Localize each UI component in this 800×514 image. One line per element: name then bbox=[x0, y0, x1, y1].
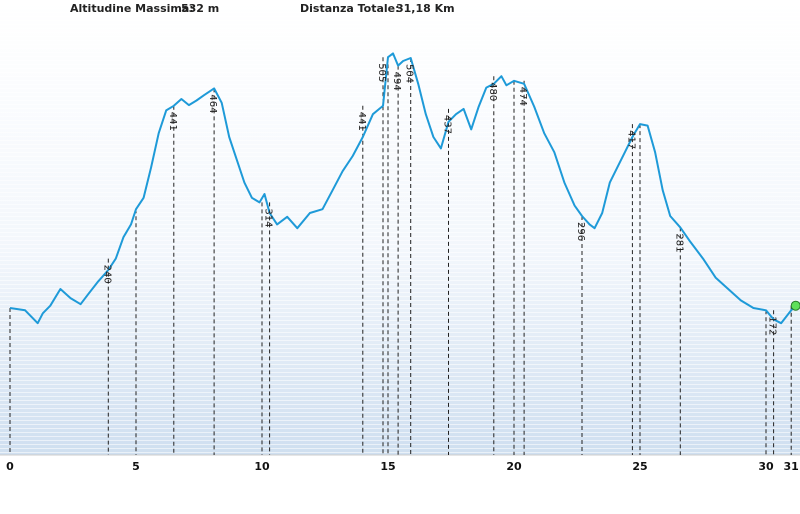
x-tick-label: 31 bbox=[784, 460, 799, 473]
altitude-label: 240 bbox=[101, 265, 112, 284]
drop-lines bbox=[9, 57, 792, 455]
altitude-label: 494 bbox=[391, 72, 402, 91]
altitude-label: 474 bbox=[517, 87, 528, 106]
altitude-label: 480 bbox=[487, 82, 498, 101]
profile-series bbox=[9, 52, 797, 325]
altitude-label: 441 bbox=[356, 112, 367, 131]
end-marker-group bbox=[790, 300, 800, 311]
x-tick-label: 30 bbox=[758, 460, 774, 473]
x-tick-label: 5 bbox=[132, 460, 140, 473]
altitude-labels: 240 441 464 314 441 505 494 504 437 480 474 296 417 2… bbox=[101, 63, 777, 335]
plot-stripes bbox=[0, 0, 800, 455]
max-altitude-label: Altitudine Massima: bbox=[70, 2, 194, 15]
end-marker bbox=[790, 300, 800, 311]
x-tick-label: 15 bbox=[380, 460, 395, 473]
altitude-label: 441 bbox=[167, 112, 178, 131]
altitude-label: 281 bbox=[673, 233, 684, 252]
altitude-label: 505 bbox=[376, 63, 387, 82]
total-distance-value: 31,18 Km bbox=[396, 2, 455, 15]
profile-line bbox=[9, 52, 797, 325]
x-tick-label: 25 bbox=[632, 460, 647, 473]
max-altitude-value: 532 m bbox=[181, 2, 219, 15]
x-tick-label: 10 bbox=[254, 460, 270, 473]
altitude-label: 464 bbox=[207, 94, 218, 113]
total-distance-label: Distanza Totale: bbox=[300, 2, 400, 15]
altitude-label: 296 bbox=[575, 222, 586, 241]
x-tick-label: 20 bbox=[506, 460, 522, 473]
altitude-label: 437 bbox=[442, 115, 453, 134]
altitude-label: 417 bbox=[625, 130, 636, 149]
altitude-label: 172 bbox=[767, 316, 778, 335]
altitude-label: 504 bbox=[404, 64, 415, 83]
x-tick-labels: 0 5 10 15 20 25 30 31 bbox=[6, 460, 799, 473]
altitude-label: 314 bbox=[263, 208, 274, 227]
x-tick-label: 0 bbox=[6, 460, 14, 473]
